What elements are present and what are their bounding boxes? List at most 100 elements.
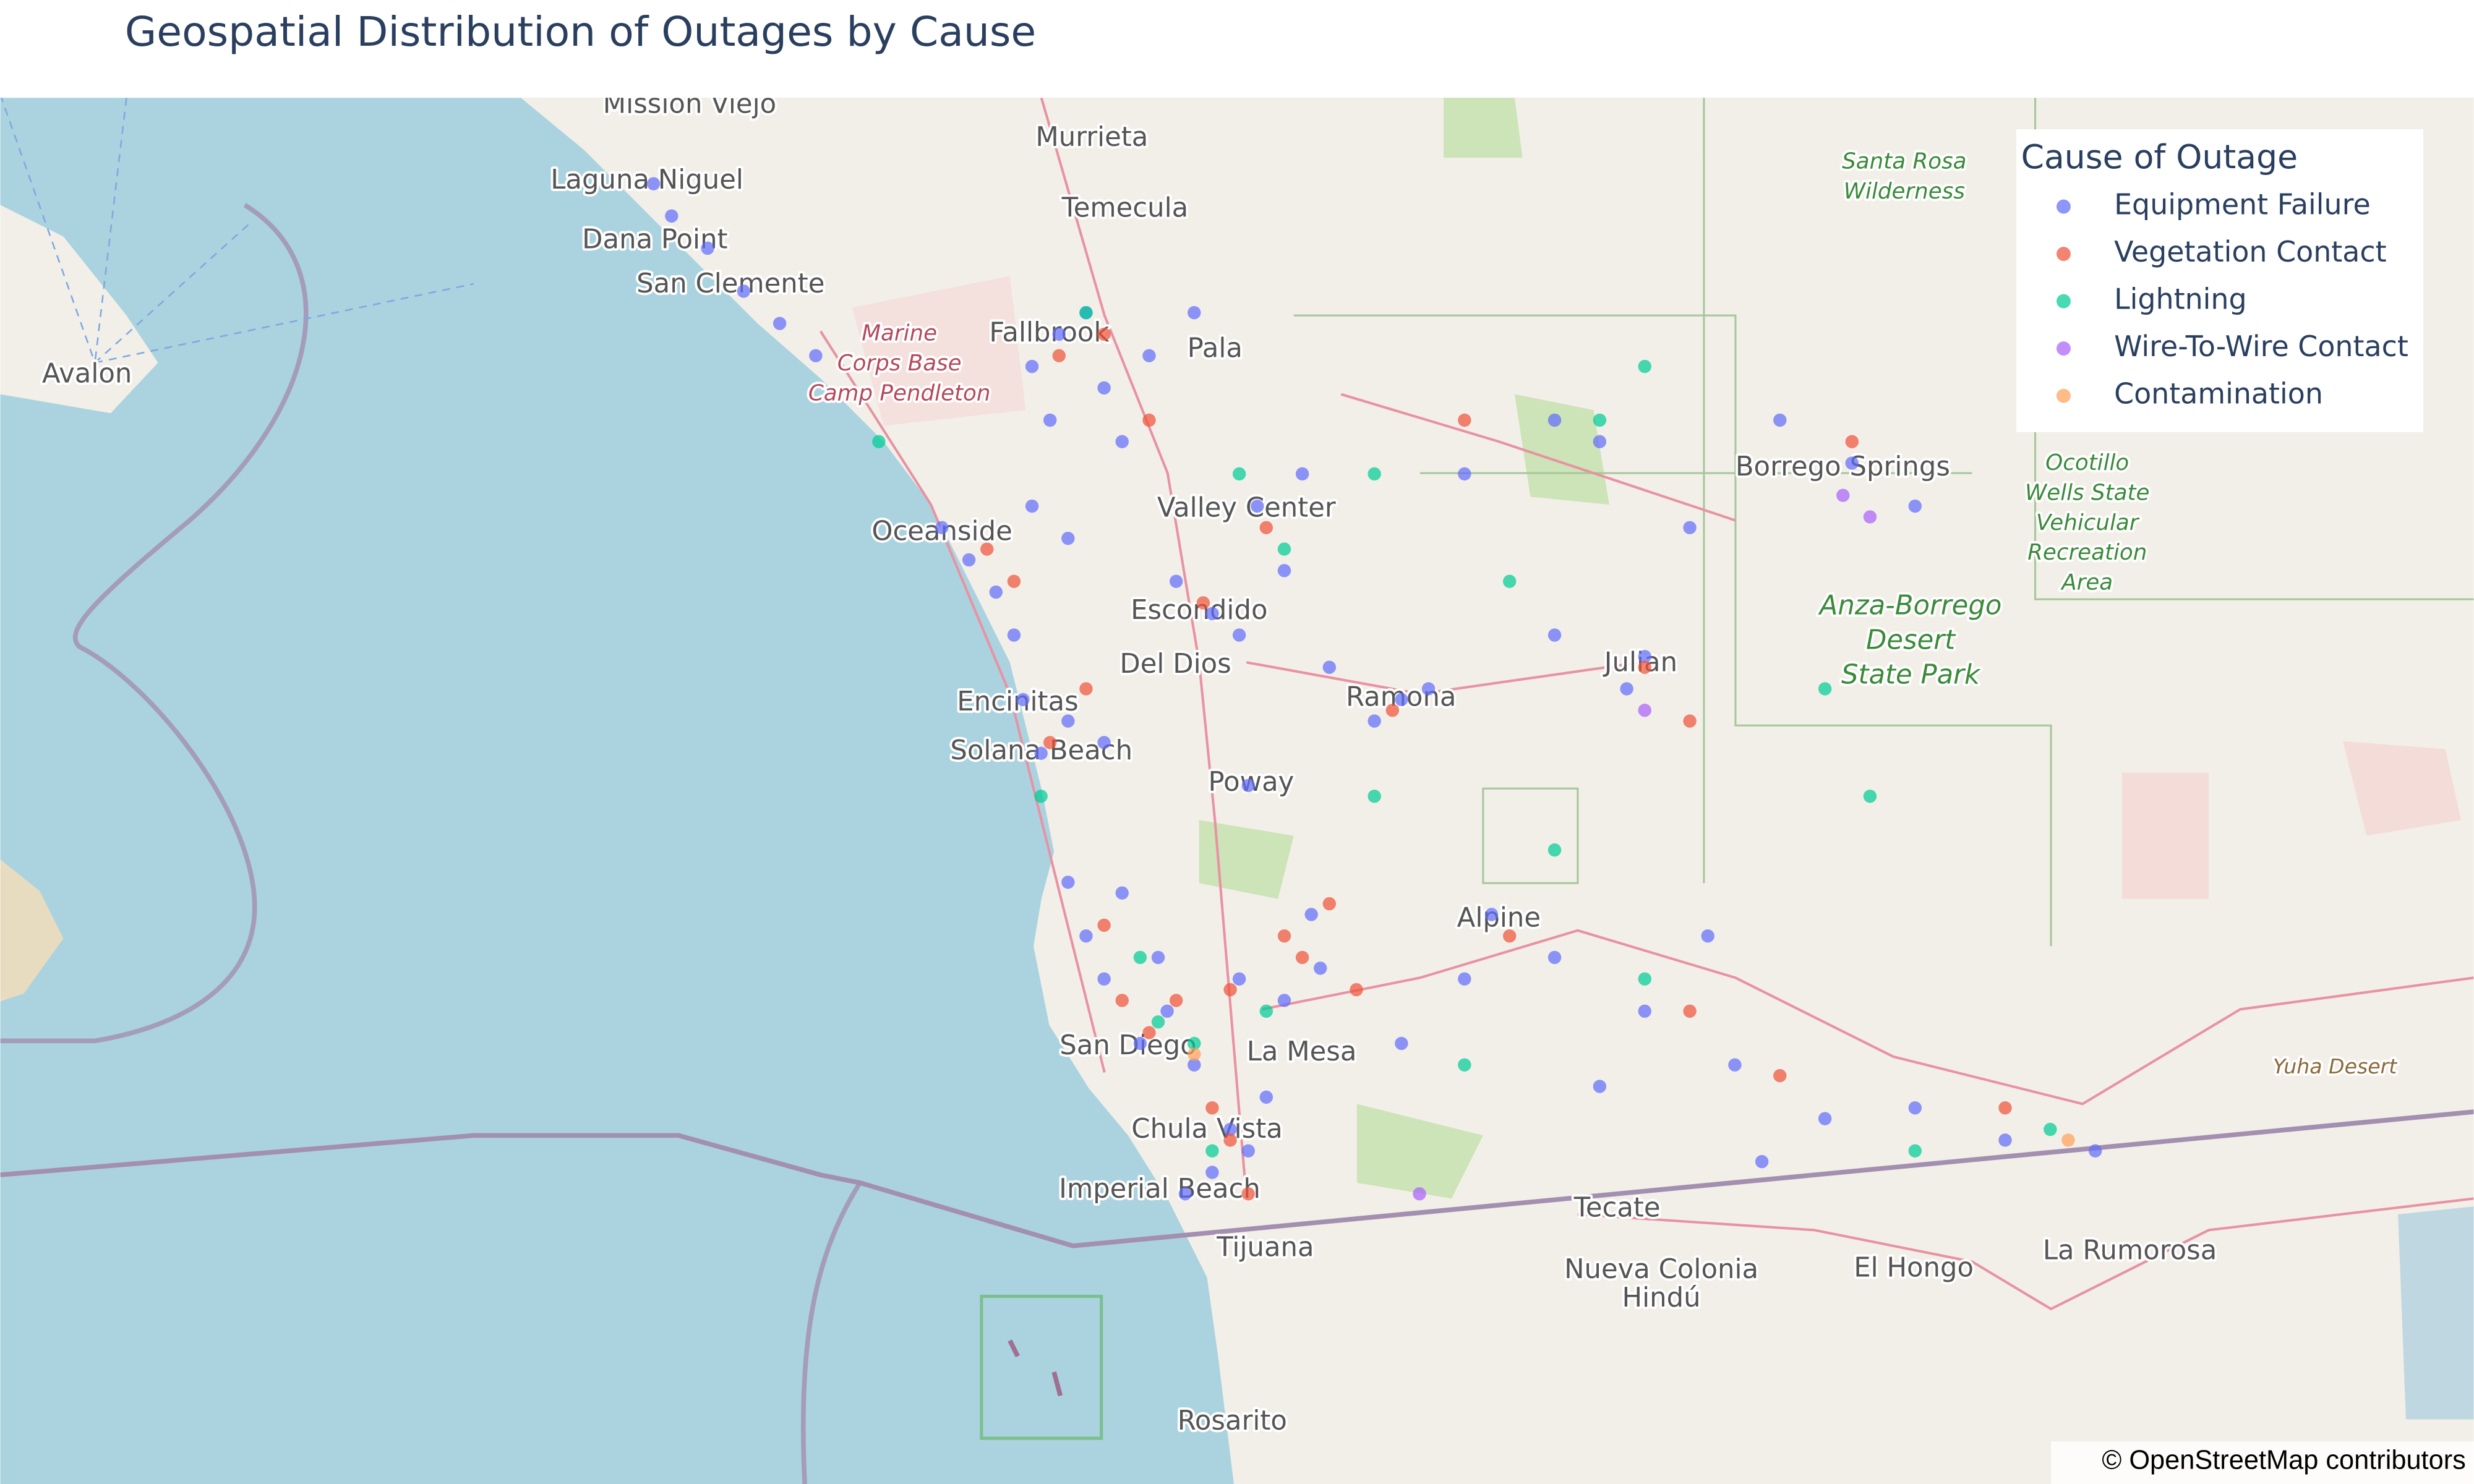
place-label: Desert [1866, 625, 1956, 656]
outage-point [1845, 456, 1859, 470]
outage-point [1728, 1058, 1742, 1072]
legend-marker [2056, 341, 2071, 356]
outage-point [1908, 499, 1922, 513]
outage-point [1277, 994, 1291, 1007]
place-label: Hindú [1622, 1282, 1701, 1313]
outage-point [1683, 714, 1697, 728]
outage-point [1701, 929, 1714, 943]
outage-point [1079, 929, 1093, 943]
outage-point [1863, 790, 1877, 803]
outage-point [872, 435, 886, 448]
place-label: Pala [1188, 333, 1243, 364]
place-label: Tecate [1573, 1193, 1661, 1224]
place-label: Ocotillo [2045, 450, 2129, 475]
outage-point [1160, 1004, 1174, 1018]
legend-box [2016, 129, 2423, 432]
outage-point [1259, 521, 1273, 534]
outage-point [1683, 521, 1697, 534]
place-label: Area [2060, 570, 2113, 595]
outage-point [1043, 736, 1057, 749]
outage-point [1683, 1004, 1697, 1018]
outage-point [1818, 682, 1832, 696]
place-label: Del Dios [1119, 649, 1231, 680]
outage-point [1034, 790, 1048, 803]
legend-marker [2056, 388, 2071, 403]
outage-point [1097, 918, 1111, 932]
legend-marker [2056, 294, 2071, 309]
outage-point [1205, 1101, 1219, 1115]
outage-point [1259, 1090, 1273, 1104]
outage-point [1908, 1101, 1922, 1115]
outage-point [1142, 1026, 1156, 1039]
outage-point [1188, 1036, 1201, 1051]
outage-point [1025, 499, 1039, 513]
legend-marker [2056, 199, 2071, 214]
place-label: La Rumorosa [2043, 1235, 2217, 1266]
legend-label: Wire-To-Wire Contact [2114, 330, 2408, 363]
outage-point [1151, 950, 1165, 965]
outage-point [1818, 1112, 1832, 1125]
outage-point [1007, 628, 1021, 642]
outage-point [1223, 1133, 1237, 1147]
maritime-boundary [0, 203, 862, 1484]
outage-point [1502, 929, 1517, 943]
outage-point [1133, 950, 1147, 965]
outage-point [1368, 714, 1381, 728]
outage-point [1025, 359, 1039, 373]
outage-point [989, 585, 1003, 599]
outage-point [2088, 1144, 2102, 1158]
land [521, 98, 2474, 1484]
outage-point [1142, 413, 1156, 427]
legend[interactable]: Cause of Outage Equipment Failure Vegetat… [2016, 129, 2423, 432]
points [646, 177, 2102, 1201]
outage-point [1277, 564, 1291, 578]
outage-point [1458, 467, 1471, 481]
outage-point [1295, 950, 1309, 965]
outage-point [1277, 929, 1291, 943]
place-label: Yuha Desert [2273, 1054, 2398, 1078]
outage-point [1223, 983, 1237, 997]
outage-point [1188, 305, 1201, 320]
outage-point [1998, 1133, 2012, 1147]
outage-point [1836, 488, 1850, 502]
outage-point [1593, 435, 1607, 448]
outage-point [1350, 983, 1363, 997]
place-label: Wells State [2025, 480, 2149, 505]
outage-point [701, 241, 714, 255]
outage-point [1304, 908, 1318, 921]
outage-point [980, 542, 994, 556]
outage-point [1079, 305, 1093, 320]
legend-label: Equipment Failure [2114, 188, 2371, 221]
border [0, 1109, 2474, 1248]
outage-point [1547, 843, 1562, 857]
outage-point [1133, 1036, 1147, 1051]
place-label: San Diego [1059, 1030, 1196, 1061]
outage-point [1502, 574, 1517, 588]
outage-point [1295, 467, 1309, 481]
outage-point [1061, 876, 1075, 889]
outage-point [1205, 607, 1219, 621]
outage-point [1007, 574, 1021, 588]
place-label: Murrieta [1035, 122, 1148, 153]
outage-point [2061, 1133, 2075, 1147]
outage-point [1097, 972, 1111, 986]
outage-point [1368, 467, 1381, 481]
islets [1008, 1339, 1063, 1397]
place-label: Chula Vista [1131, 1114, 1282, 1145]
outage-point [1638, 1004, 1651, 1018]
legend-label: Contamination [2114, 377, 2323, 411]
outage-point [1205, 1144, 1219, 1158]
outage-point [1097, 327, 1111, 341]
outage-point [1142, 349, 1156, 362]
place-label: Borrego Springs [1736, 451, 1950, 482]
road [819, 98, 2474, 1311]
place-label: Santa Rosa [1842, 149, 1966, 174]
outage-point [1169, 994, 1183, 1007]
place-label: Temecula [1061, 193, 1189, 224]
place-label: Vehicular [2036, 510, 2140, 535]
place-label: Marine [862, 321, 937, 346]
outage-point [1368, 790, 1381, 803]
outage-point [1178, 1187, 1192, 1201]
outage-point [1079, 682, 1093, 696]
place-label: La Mesa [1247, 1036, 1357, 1067]
